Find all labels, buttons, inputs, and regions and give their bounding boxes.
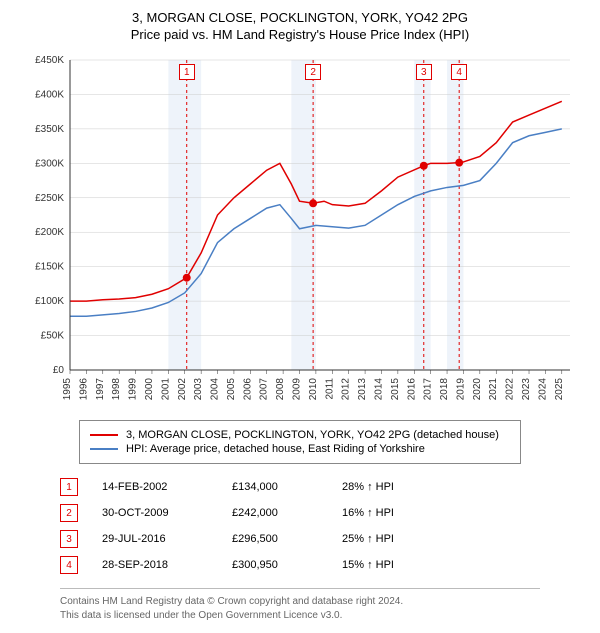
svg-text:2011: 2011 xyxy=(324,378,335,400)
svg-text:£250K: £250K xyxy=(35,193,64,204)
svg-text:2019: 2019 xyxy=(455,378,466,401)
sale-diff: 28% ↑ HPI xyxy=(342,481,462,493)
svg-text:1996: 1996 xyxy=(78,378,89,401)
svg-text:2024: 2024 xyxy=(537,378,548,401)
sale-marker-4: 4 xyxy=(451,64,467,80)
sale-price: £242,000 xyxy=(232,507,342,519)
sale-marker-box: 3 xyxy=(60,530,78,548)
svg-text:2014: 2014 xyxy=(373,378,384,401)
chart-title-block: 3, MORGAN CLOSE, POCKLINGTON, YORK, YO42… xyxy=(10,10,590,42)
svg-text:2018: 2018 xyxy=(439,378,450,401)
sale-marker-box: 2 xyxy=(60,504,78,522)
svg-text:2010: 2010 xyxy=(308,378,319,401)
svg-text:2013: 2013 xyxy=(357,378,368,401)
svg-text:1997: 1997 xyxy=(95,378,106,401)
svg-text:2015: 2015 xyxy=(390,378,401,401)
sale-diff: 16% ↑ HPI xyxy=(342,507,462,519)
sales-table: 1 14-FEB-2002£134,00028% ↑ HPI 2 30-OCT-200… xyxy=(60,474,540,578)
sale-price: £300,950 xyxy=(232,559,342,571)
svg-text:2025: 2025 xyxy=(554,378,565,401)
sale-row: 4 28-SEP-2018£300,95015% ↑ HPI xyxy=(60,552,540,578)
svg-text:2007: 2007 xyxy=(259,378,270,401)
sale-date: 29-JUL-2016 xyxy=(102,533,232,545)
svg-text:2021: 2021 xyxy=(488,378,499,401)
svg-text:£300K: £300K xyxy=(35,158,64,169)
sale-marker-1: 1 xyxy=(179,64,195,80)
svg-text:2003: 2003 xyxy=(193,378,204,401)
svg-text:2001: 2001 xyxy=(160,378,171,401)
svg-text:2023: 2023 xyxy=(521,378,532,401)
svg-text:£400K: £400K xyxy=(35,89,64,100)
legend-swatch xyxy=(90,434,118,436)
svg-text:2000: 2000 xyxy=(144,378,155,401)
svg-text:2012: 2012 xyxy=(341,378,352,401)
sale-marker-2: 2 xyxy=(305,64,321,80)
svg-text:£0: £0 xyxy=(53,365,65,376)
sale-row: 3 29-JUL-2016£296,50025% ↑ HPI xyxy=(60,526,540,552)
legend-label: HPI: Average price, detached house, East… xyxy=(126,443,425,455)
legend: 3, MORGAN CLOSE, POCKLINGTON, YORK, YO42… xyxy=(79,420,521,464)
legend-swatch xyxy=(90,448,118,450)
sale-row: 1 14-FEB-2002£134,00028% ↑ HPI xyxy=(60,474,540,500)
footer-line-1: Contains HM Land Registry data © Crown c… xyxy=(60,595,540,609)
svg-text:2022: 2022 xyxy=(505,378,516,401)
legend-label: 3, MORGAN CLOSE, POCKLINGTON, YORK, YO42… xyxy=(126,429,499,441)
svg-text:£200K: £200K xyxy=(35,227,64,238)
svg-text:2002: 2002 xyxy=(177,378,188,401)
sale-marker-box: 1 xyxy=(60,478,78,496)
svg-text:£450K: £450K xyxy=(35,55,64,66)
sale-marker-box: 4 xyxy=(60,556,78,574)
svg-text:£150K: £150K xyxy=(35,262,64,273)
svg-text:2017: 2017 xyxy=(423,378,434,401)
price-chart: £0 £50K £100K £150K £200K £250K £300K £350K £400… xyxy=(20,50,580,410)
svg-text:1995: 1995 xyxy=(62,378,73,401)
sale-date: 28-SEP-2018 xyxy=(102,559,232,571)
svg-text:2016: 2016 xyxy=(406,378,417,401)
svg-text:2009: 2009 xyxy=(292,378,303,401)
title-subtitle: Price paid vs. HM Land Registry's House … xyxy=(10,27,590,42)
title-address: 3, MORGAN CLOSE, POCKLINGTON, YORK, YO42… xyxy=(10,10,590,25)
sale-date: 30-OCT-2009 xyxy=(102,507,232,519)
chart-svg: £0 £50K £100K £150K £200K £250K £300K £350K £400… xyxy=(20,50,580,410)
legend-item: 3, MORGAN CLOSE, POCKLINGTON, YORK, YO42… xyxy=(90,429,510,441)
attribution-footer: Contains HM Land Registry data © Crown c… xyxy=(60,588,540,623)
svg-text:£50K: £50K xyxy=(41,331,65,342)
svg-text:2006: 2006 xyxy=(242,378,253,401)
legend-item: HPI: Average price, detached house, East… xyxy=(90,443,510,455)
svg-text:2004: 2004 xyxy=(210,378,221,401)
footer-line-2: This data is licensed under the Open Gov… xyxy=(60,609,540,623)
svg-text:£100K: £100K xyxy=(35,296,64,307)
sale-diff: 15% ↑ HPI xyxy=(342,559,462,571)
sale-marker-3: 3 xyxy=(416,64,432,80)
sale-diff: 25% ↑ HPI xyxy=(342,533,462,545)
sale-price: £134,000 xyxy=(232,481,342,493)
sale-row: 2 30-OCT-2009£242,00016% ↑ HPI xyxy=(60,500,540,526)
svg-text:2005: 2005 xyxy=(226,378,237,401)
sale-date: 14-FEB-2002 xyxy=(102,481,232,493)
svg-text:1998: 1998 xyxy=(111,378,122,401)
svg-text:2008: 2008 xyxy=(275,378,286,401)
svg-text:1999: 1999 xyxy=(128,378,139,401)
svg-text:£350K: £350K xyxy=(35,124,64,135)
sale-price: £296,500 xyxy=(232,533,342,545)
svg-text:2020: 2020 xyxy=(472,378,483,401)
